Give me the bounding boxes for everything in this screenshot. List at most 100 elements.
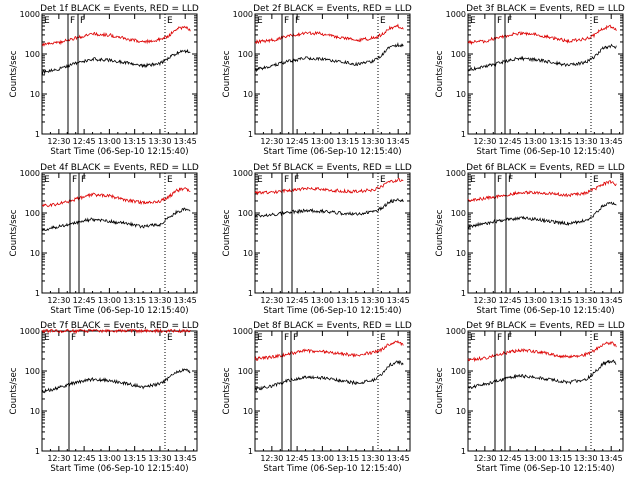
series-events-line [41,367,191,394]
x-tick-label: 12:45 [499,454,522,463]
x-tick-label: 13:15 [336,137,359,146]
x-tick-label: 13:00 [524,454,547,463]
x-tick-label: 12:30 [473,137,496,146]
y-tick-label: 100 [25,209,40,218]
y-tick-label: 10 [243,407,253,416]
x-tick-label: 12:45 [286,296,309,305]
x-tick-label: 13:45 [174,296,197,305]
x-tick-label: 12:30 [260,296,283,305]
x-tick-label: 13:30 [148,137,171,146]
series-lld-line [254,23,404,45]
x-tick-label: 13:00 [311,137,334,146]
x-axis-label: Start Time (06-Sep-10 12:15:40) [263,306,401,316]
y-tick-label: 10 [30,90,40,99]
x-tick-label: 13:15 [549,296,572,305]
marker-label: F [72,175,77,185]
x-tick-label: 12:30 [47,296,70,305]
plot-frame [254,13,411,135]
marker-label: F [70,16,75,26]
plot-frame [467,172,624,294]
panel-title: Det 1f BLACK = Events, RED = LLD [40,4,199,14]
x-tick-label: 13:45 [387,296,410,305]
marker-label: F [284,333,289,343]
series-lld-line [41,328,191,334]
series-lld-line [41,187,191,208]
panel-4: Det 4f BLACK = Events, RED = LLD 1 10 100 10… [9,163,199,316]
y-tick-label: 1 [35,289,40,298]
marker-label: F [284,16,289,26]
x-tick-label: 13:15 [336,296,359,305]
y-tick-label: 1 [248,447,253,456]
y-axis-label: Counts/sec [222,367,232,414]
x-tick-label: 13:30 [361,454,384,463]
y-axis-label: Counts/sec [9,50,19,97]
y-tick-label: 1000 [446,169,466,178]
y-tick-label: 1000 [446,10,466,19]
marker-label: E [44,175,50,185]
x-tick-label: 13:00 [98,296,121,305]
x-axis-label: Start Time (06-Sep-10 12:15:40) [476,306,614,316]
x-tick-label: 13:00 [524,137,547,146]
y-tick-label: 10 [30,249,40,258]
x-axis-label: Start Time (06-Sep-10 12:15:40) [263,464,401,474]
y-tick-label: 10 [456,249,466,258]
series-events-line [254,198,404,218]
marker-label: E [593,16,599,26]
y-tick-label: 100 [238,367,253,376]
series-events-line [41,48,191,75]
series-lld-line [254,177,404,196]
y-axis-label: Counts/sec [435,50,445,97]
x-tick-label: 13:00 [524,296,547,305]
x-tick-label: 13:15 [123,454,146,463]
panel-title: Det 8f BLACK = Events, RED = LLD [253,321,412,331]
series-events-line [254,360,404,392]
series-lld-line [254,339,404,361]
marker-label: F [507,16,512,26]
marker-label: F [284,175,289,185]
plot-frame [41,172,198,294]
series-lld-line [41,25,191,47]
x-axis-label: Start Time (06-Sep-10 12:15:40) [50,306,188,316]
plot-frame [467,330,624,452]
x-axis-label: Start Time (06-Sep-10 12:15:40) [50,147,188,157]
x-tick-label: 12:30 [47,454,70,463]
y-tick-label: 1 [35,447,40,456]
y-tick-label: 10 [456,407,466,416]
marker-label: E [380,333,386,343]
y-tick-label: 10 [243,249,253,258]
y-tick-label: 1 [461,289,466,298]
panel-title: Det 5f BLACK = Events, RED = LLD [253,163,412,173]
y-tick-label: 1000 [233,327,253,336]
y-tick-label: 100 [238,50,253,59]
y-tick-label: 100 [25,367,40,376]
plot-frame [41,13,198,135]
x-tick-label: 13:45 [174,454,197,463]
marker-label: E [593,333,599,343]
y-tick-label: 1 [35,130,40,139]
y-tick-label: 1000 [233,169,253,178]
y-tick-label: 1 [248,289,253,298]
series-events-line [467,359,617,390]
y-tick-label: 1 [461,447,466,456]
marker-label: F [71,333,76,343]
x-tick-label: 13:15 [549,137,572,146]
panel-title: Det 4f BLACK = Events, RED = LLD [40,163,199,173]
y-axis-label: Counts/sec [435,209,445,256]
marker-label: F [507,333,512,343]
y-tick-label: 10 [243,90,253,99]
marker-label: F [80,16,85,26]
y-axis-label: Counts/sec [435,367,445,414]
panel-title: Det 9f BLACK = Events, RED = LLD [466,321,625,331]
panel-title: Det 6f BLACK = Events, RED = LLD [466,163,625,173]
y-tick-label: 1000 [446,327,466,336]
panel-title: Det 3f BLACK = Events, RED = LLD [466,4,625,14]
marker-label: E [593,175,599,185]
panel-title: Det 7f BLACK = Events, RED = LLD [40,321,199,331]
marker-label: E [470,16,476,26]
x-tick-label: 12:30 [473,454,496,463]
marker-label: E [167,175,173,185]
panel-6: Det 6f BLACK = Events, RED = LLD 1 10 100 10… [435,163,625,316]
series-events-line [41,207,191,232]
x-tick-label: 13:15 [549,454,572,463]
x-tick-label: 13:30 [148,296,171,305]
